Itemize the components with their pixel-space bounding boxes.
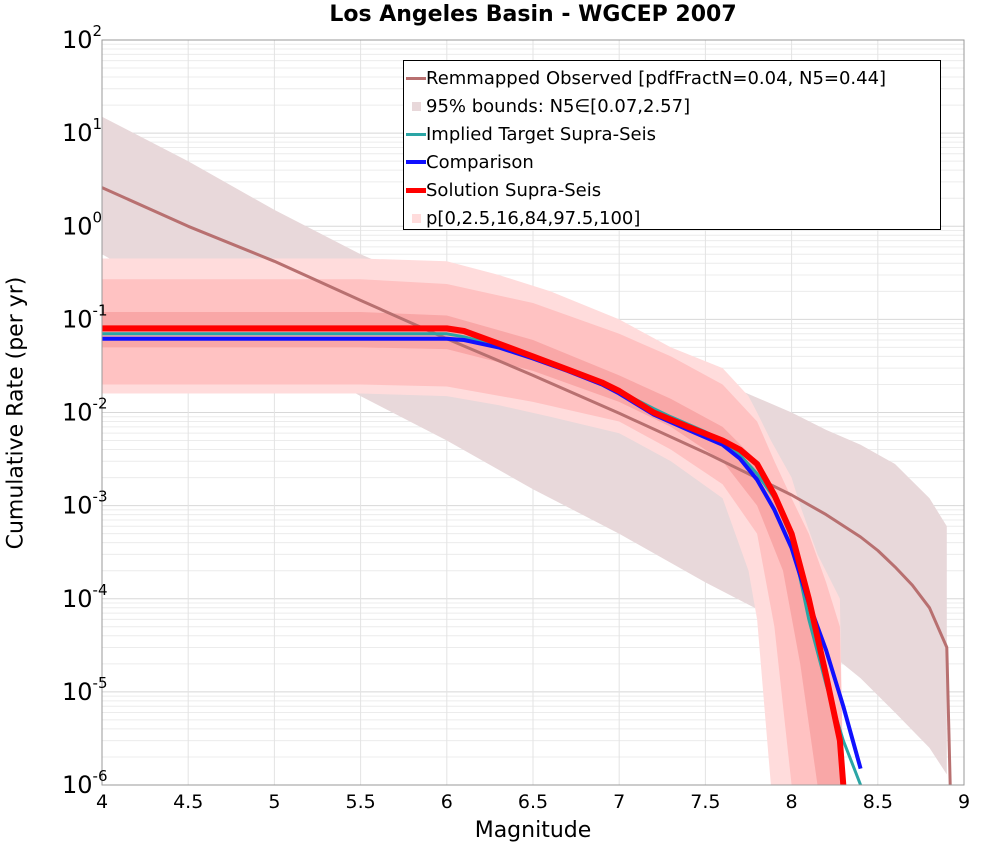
y-tick-exponent: -2	[93, 395, 108, 413]
legend-label: p[0,2.5,16,84,97.5,100]	[426, 207, 641, 229]
legend-swatch	[406, 213, 426, 223]
series-line	[102, 325, 847, 785]
legend-item-solution: Solution Supra-Seis	[404, 176, 940, 204]
x-axis-label: Magnitude	[474, 818, 592, 843]
legend-swatch	[406, 76, 426, 80]
legend-item-95-bounds: 95% bounds: N5∈[0.07,2.57]	[404, 92, 940, 120]
y-tick-exponent: -3	[93, 488, 108, 506]
y-tick-base: 10	[62, 678, 93, 706]
x-tick-label: 7	[613, 791, 625, 813]
y-tick-base: 10	[62, 305, 93, 333]
legend-item-comparison: Comparison	[404, 148, 940, 176]
legend-swatch	[406, 187, 426, 193]
x-tick-label: 9	[958, 791, 970, 813]
y-tick-label: 10-5	[62, 674, 108, 706]
y-tick-base: 10	[62, 399, 93, 427]
legend-item-implied-target: Implied Target Supra-Seis	[404, 120, 940, 148]
y-tick-exponent: -5	[93, 674, 108, 692]
chart-title: Los Angeles Basin - WGCEP 2007	[329, 2, 737, 27]
x-tick-label: 6	[441, 791, 453, 813]
legend-swatch	[406, 101, 426, 111]
series-line	[102, 186, 952, 785]
legend-line-swatch	[406, 187, 426, 193]
y-tick-exponent: -6	[93, 767, 108, 785]
legend-line-swatch	[406, 76, 426, 80]
y-tick-base: 10	[62, 26, 93, 54]
legend-label: Implied Target Supra-Seis	[426, 123, 656, 145]
y-tick-base: 10	[62, 119, 93, 147]
y-tick-label: 10-1	[62, 301, 108, 333]
y-tick-base: 10	[62, 771, 93, 799]
legend-label: 95% bounds: N5∈[0.07,2.57]	[426, 95, 691, 117]
y-tick-label: 10-4	[62, 581, 108, 613]
legend-label: Comparison	[426, 151, 534, 173]
legend-line-swatch	[406, 160, 426, 164]
y-tick-base: 10	[62, 492, 93, 520]
y-tick-label: 100	[62, 208, 102, 240]
x-tick-label: 5	[268, 791, 280, 813]
x-tick-label: 4.5	[173, 791, 203, 813]
y-tick-exponent: -4	[93, 581, 108, 599]
legend-item-observed: Remmapped Observed [pdfFractN=0.04, N5=0…	[404, 64, 940, 92]
legend-line-swatch	[406, 132, 426, 136]
x-tick-label: 8	[786, 791, 798, 813]
y-tick-label: 102	[62, 22, 102, 54]
y-tick-label: 10-2	[62, 395, 108, 427]
y-tick-label: 10-6	[62, 767, 108, 799]
y-tick-base: 10	[62, 212, 93, 240]
y-tick-label: 101	[62, 115, 102, 147]
y-tick-base: 10	[62, 585, 93, 613]
legend: Remmapped Observed [pdfFractN=0.04, N5=0…	[403, 60, 941, 230]
y-tick-exponent: 1	[93, 115, 103, 133]
legend-swatch	[406, 160, 426, 164]
y-tick-label: 10-3	[62, 488, 108, 520]
legend-patch-swatch	[411, 101, 421, 111]
y-tick-exponent: -1	[93, 301, 108, 319]
x-tick-label: 4	[96, 791, 108, 813]
plot-frame	[101, 39, 965, 786]
x-tick-label: 6.5	[518, 791, 548, 813]
legend-patch-swatch	[411, 213, 421, 223]
y-axis-label: Cumulative Rate (per yr)	[3, 276, 29, 550]
x-tick-label: 8.5	[863, 791, 893, 813]
legend-item-percentiles: p[0,2.5,16,84,97.5,100]	[404, 204, 940, 232]
y-tick-exponent: 0	[93, 208, 103, 226]
legend-swatch	[406, 132, 426, 136]
plot-content	[102, 116, 952, 785]
x-tick-label: 7.5	[690, 791, 720, 813]
x-tick-label: 5.5	[345, 791, 375, 813]
legend-label: Remmapped Observed [pdfFractN=0.04, N5=0…	[426, 67, 887, 89]
legend-label: Solution Supra-Seis	[426, 179, 602, 201]
x-tick-labels: 4 4.5 5 5.5 6 6.5 7 7.5 8 8.5 9	[96, 791, 970, 813]
y-tick-exponent: 2	[93, 22, 103, 40]
